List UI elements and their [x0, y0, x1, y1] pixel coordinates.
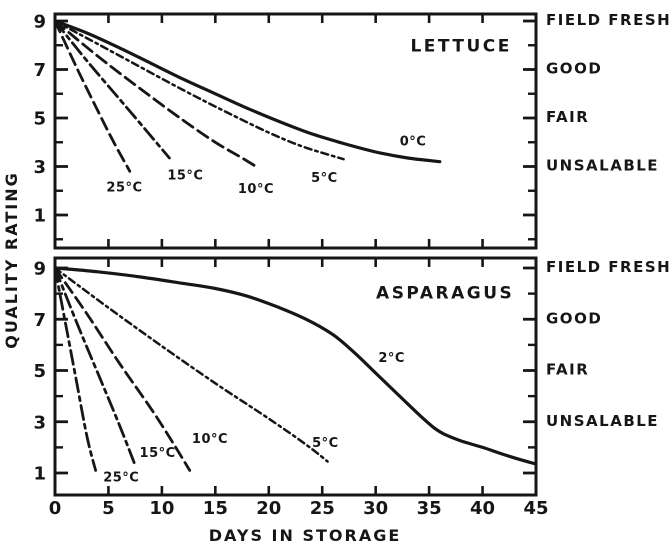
charts-group: 9 7 5 3 1 FIELD FRESH GOOD FAIR UNSALABLE LETTUCE… — [33, 11, 671, 519]
y-tick-label: 9 — [33, 12, 46, 33]
x-tick-label: 30 — [363, 498, 388, 519]
curve-15c — [53, 19, 171, 160]
curve-25c — [53, 266, 97, 472]
chart-title: ASPARAGUS — [376, 283, 514, 303]
curve-label: 25°C — [106, 181, 142, 196]
curve-15c — [53, 266, 137, 467]
curve-label: 10°C — [192, 432, 228, 447]
curve-10c — [53, 266, 192, 472]
x-tick-label: 25 — [310, 498, 335, 519]
y-tick-label: 1 — [33, 206, 46, 227]
x-tick-label: 10 — [149, 498, 174, 519]
right-scale-label: UNSALABLE — [546, 412, 659, 430]
right-scale-label: FAIR — [546, 361, 589, 379]
curve-2c — [53, 266, 538, 466]
x-tick-label: 15 — [203, 498, 228, 519]
y-tick-label: 3 — [33, 412, 46, 433]
curve-label: 15°C — [167, 168, 203, 183]
y-tick-label: 3 — [33, 157, 46, 178]
y-axis-label: QUALITY RATING — [2, 171, 21, 349]
chart-lettuce: 9 7 5 3 1 FIELD FRESH GOOD FAIR UNSALABLE LETTUCE… — [33, 11, 671, 250]
right-scale-label: FIELD FRESH — [546, 11, 671, 29]
y-tick-label: 7 — [33, 310, 46, 331]
curve-label: 25°C — [103, 470, 139, 485]
curve-label: 5°C — [311, 171, 338, 186]
y-tick-label: 5 — [33, 361, 46, 382]
x-tick-label: 20 — [256, 498, 281, 519]
y-tick-label: 9 — [33, 259, 46, 280]
x-tick-label: 5 — [102, 498, 115, 519]
curve-label: 5°C — [312, 436, 339, 451]
right-scale-label: GOOD — [546, 309, 602, 327]
curve-5c — [53, 266, 329, 463]
right-scale-label: FAIR — [546, 108, 589, 126]
y-tick-label: 7 — [33, 60, 46, 81]
right-scale-label: GOOD — [546, 60, 602, 78]
x-axis-label: DAYS IN STORAGE — [209, 526, 402, 545]
plot-border — [53, 256, 538, 497]
chart-asparagus: 9 7 5 3 10 5 10 15 20 25 30 35 40 45 FIELD FRESH GOOD FA… — [33, 256, 671, 519]
y-tick-label: 5 — [33, 109, 46, 130]
x-tick-label: 35 — [417, 498, 442, 519]
chart-title: LETTUCE — [410, 36, 511, 56]
curve-5c — [53, 19, 345, 161]
curve-label: 10°C — [238, 182, 274, 197]
curve-10c — [53, 19, 260, 170]
curve-label: 2°C — [378, 351, 405, 366]
right-scale-label: FIELD FRESH — [546, 258, 671, 276]
curve-0c — [53, 19, 442, 164]
curve-25c — [53, 19, 132, 173]
x-tick-label: 40 — [470, 498, 495, 519]
curve-label: 15°C — [140, 446, 176, 461]
x-tick-label: 0 — [49, 498, 62, 519]
plot-border — [53, 12, 538, 250]
right-scale-label: UNSALABLE — [546, 157, 659, 175]
y-tick-label: 1 — [33, 464, 46, 485]
x-tick-label: 45 — [523, 498, 548, 519]
curve-label: 0°C — [400, 135, 427, 150]
